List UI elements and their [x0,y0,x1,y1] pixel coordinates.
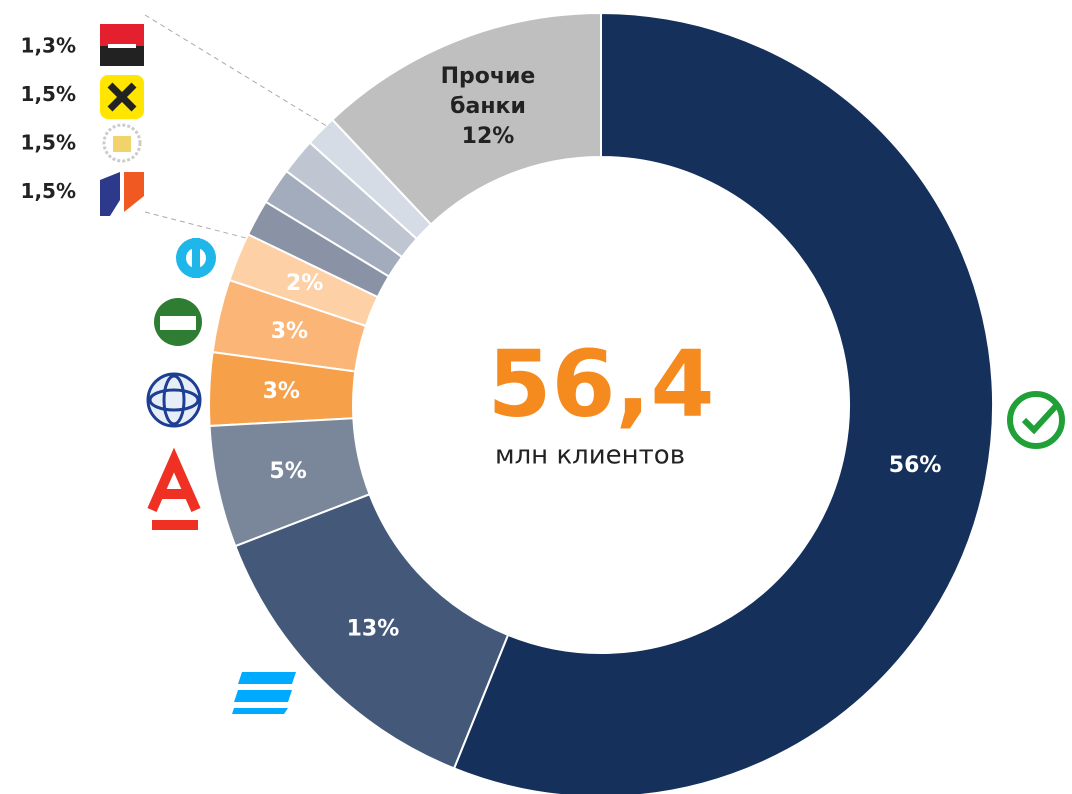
donut-slice [228,233,380,328]
value-label: 5% [269,459,306,484]
value-label: 56% [889,453,942,478]
logo-pochta [100,172,144,216]
category-label: Прочие банки [440,64,536,119]
value-label: 1,3% [21,34,76,58]
donut-slice [452,11,994,794]
donut-slice [264,169,404,278]
logo-sber [1007,391,1065,449]
donut-slice [233,492,510,770]
total-value: 56,4 [488,330,715,437]
value-label: 3% [271,319,308,344]
logo-otkritie [176,238,216,278]
logo-rosbank [100,24,144,66]
logo-tinkoff [102,123,142,163]
value-label: 12% [461,124,515,149]
logo-rshb [154,298,202,346]
slice-label: Прочие банки 12% [418,62,558,152]
value-label: 1,5% [21,82,76,106]
donut-slice [308,118,433,241]
donut-slice [246,200,391,299]
donut-slice [211,278,368,373]
logo-gazprom [146,372,202,428]
leader-line [144,211,247,239]
leader-line [144,14,331,129]
donut-slice [284,141,419,259]
logo-raiffeisen [100,75,144,119]
logo-vtb [232,672,296,714]
donut-slice [208,417,371,548]
total-caption: млн клиентов [495,441,685,471]
value-label: 1,5% [21,179,76,203]
value-label: 3% [263,379,300,404]
logo-alfa [147,447,201,530]
donut-slice [208,350,357,428]
value-label: 13% [347,616,400,641]
value-label: 1,5% [21,131,76,155]
value-label: 2% [286,271,323,296]
